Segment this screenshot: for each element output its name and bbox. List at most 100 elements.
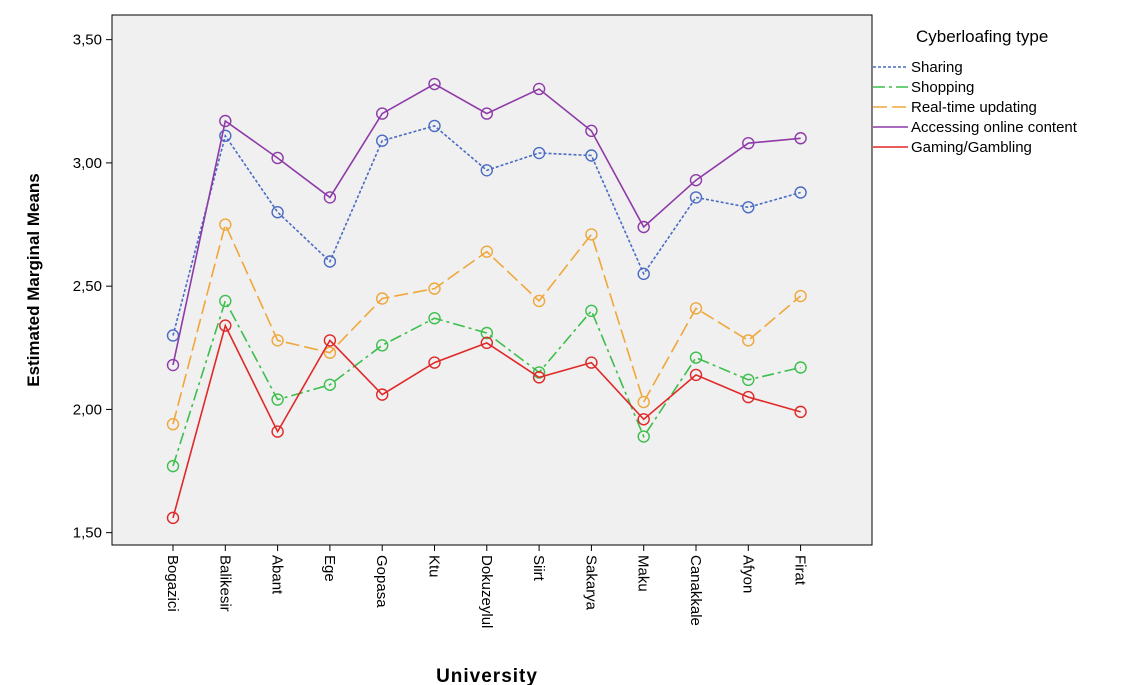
data-point xyxy=(585,228,598,241)
data-point xyxy=(166,418,180,431)
x-tick-label: Abant xyxy=(269,555,286,595)
data-point xyxy=(480,245,493,258)
data-point xyxy=(428,119,441,133)
series-4 xyxy=(166,319,807,525)
x-tick-label: Sakarya xyxy=(582,555,599,611)
data-point xyxy=(585,149,598,162)
data-point xyxy=(219,294,232,308)
x-axis-title: University xyxy=(436,666,538,685)
data-point xyxy=(480,326,493,340)
series-line xyxy=(172,222,802,425)
legend-label: Gaming/Gambling xyxy=(911,139,1032,156)
data-point xyxy=(742,390,755,404)
x-axis: Bogazici Balikesir Abant Ege Gopasa Ktu Dokuze… xyxy=(164,545,809,628)
legend: Cyberloafing type Sharing Shopping Real-ti… xyxy=(873,27,1078,156)
legend-label: Real-time updating xyxy=(911,99,1037,116)
data-point xyxy=(323,334,337,347)
series-line xyxy=(172,125,801,336)
data-point xyxy=(637,220,650,234)
series-3 xyxy=(166,77,807,372)
data-point xyxy=(376,339,389,352)
series-line xyxy=(172,298,801,467)
series-layer xyxy=(166,77,807,525)
data-point xyxy=(689,173,703,187)
data-point xyxy=(794,186,807,199)
data-point xyxy=(480,336,493,350)
data-point xyxy=(323,346,337,359)
data-point xyxy=(742,136,755,150)
data-point xyxy=(376,107,389,120)
data-point xyxy=(689,368,703,382)
series-0 xyxy=(166,119,807,342)
data-point xyxy=(480,107,493,120)
data-point xyxy=(742,373,755,387)
data-point xyxy=(428,356,441,369)
data-point xyxy=(166,459,180,473)
data-point xyxy=(794,405,807,419)
data-point xyxy=(532,294,546,308)
data-point xyxy=(166,358,180,372)
x-tick-label: Afyon xyxy=(739,555,756,593)
data-point xyxy=(742,334,755,347)
legend-label: Shopping xyxy=(911,79,974,96)
x-tick-label: Dokuzeylul xyxy=(478,555,495,628)
data-point xyxy=(585,124,598,138)
x-tick-label: Balikesir xyxy=(216,555,233,612)
x-tick-label: Maku xyxy=(635,555,652,592)
y-axis-title: Estimated Marginal Means xyxy=(24,173,43,387)
data-point xyxy=(323,191,337,204)
data-point xyxy=(376,292,389,305)
data-point xyxy=(219,114,232,128)
data-point xyxy=(637,267,650,281)
legend-label: Sharing xyxy=(911,59,963,76)
y-tick-label: 3,50 xyxy=(73,32,102,49)
x-tick-label: Canakkale xyxy=(687,555,704,626)
data-point xyxy=(742,201,755,214)
data-point xyxy=(271,425,284,438)
y-tick-label: 2,50 xyxy=(73,278,102,295)
data-point xyxy=(532,371,546,384)
data-point xyxy=(532,146,546,160)
data-point xyxy=(794,289,807,303)
data-point xyxy=(219,218,232,231)
data-point xyxy=(532,82,546,96)
data-point xyxy=(689,351,703,364)
x-tick-label: Gopasa xyxy=(373,555,390,608)
x-tick-label: Siirt xyxy=(530,555,547,582)
data-point xyxy=(376,388,389,401)
data-point xyxy=(271,151,284,165)
data-point xyxy=(428,312,441,325)
data-point xyxy=(428,282,441,295)
y-tick-label: 2,00 xyxy=(73,401,102,418)
data-point xyxy=(323,378,337,391)
data-point xyxy=(637,395,650,409)
data-point xyxy=(637,430,650,443)
data-point xyxy=(271,206,284,219)
data-point xyxy=(689,191,703,204)
data-point xyxy=(428,77,441,91)
x-tick-label: Firat xyxy=(792,555,809,586)
data-point xyxy=(637,413,650,426)
data-point xyxy=(166,329,180,342)
series-line xyxy=(172,83,801,366)
series-2 xyxy=(166,218,807,431)
x-tick-label: Ktu xyxy=(426,555,443,578)
legend-label: Accessing online content xyxy=(911,119,1078,136)
data-point xyxy=(271,393,284,406)
data-point xyxy=(323,255,337,268)
plot-area xyxy=(111,14,873,546)
data-point xyxy=(480,164,493,177)
data-point xyxy=(219,319,232,332)
data-point xyxy=(166,511,180,525)
y-tick-label: 3,00 xyxy=(73,155,102,172)
data-point xyxy=(794,361,807,374)
data-point xyxy=(219,129,232,142)
series-line xyxy=(172,323,801,519)
data-point xyxy=(271,334,284,347)
y-axis: 1,50 2,00 2,50 3,00 3,50 xyxy=(73,32,112,542)
data-point xyxy=(585,304,598,318)
data-point xyxy=(585,356,598,369)
x-tick-label: Ege xyxy=(321,555,338,582)
x-tick-label: Bogazici xyxy=(164,555,181,612)
